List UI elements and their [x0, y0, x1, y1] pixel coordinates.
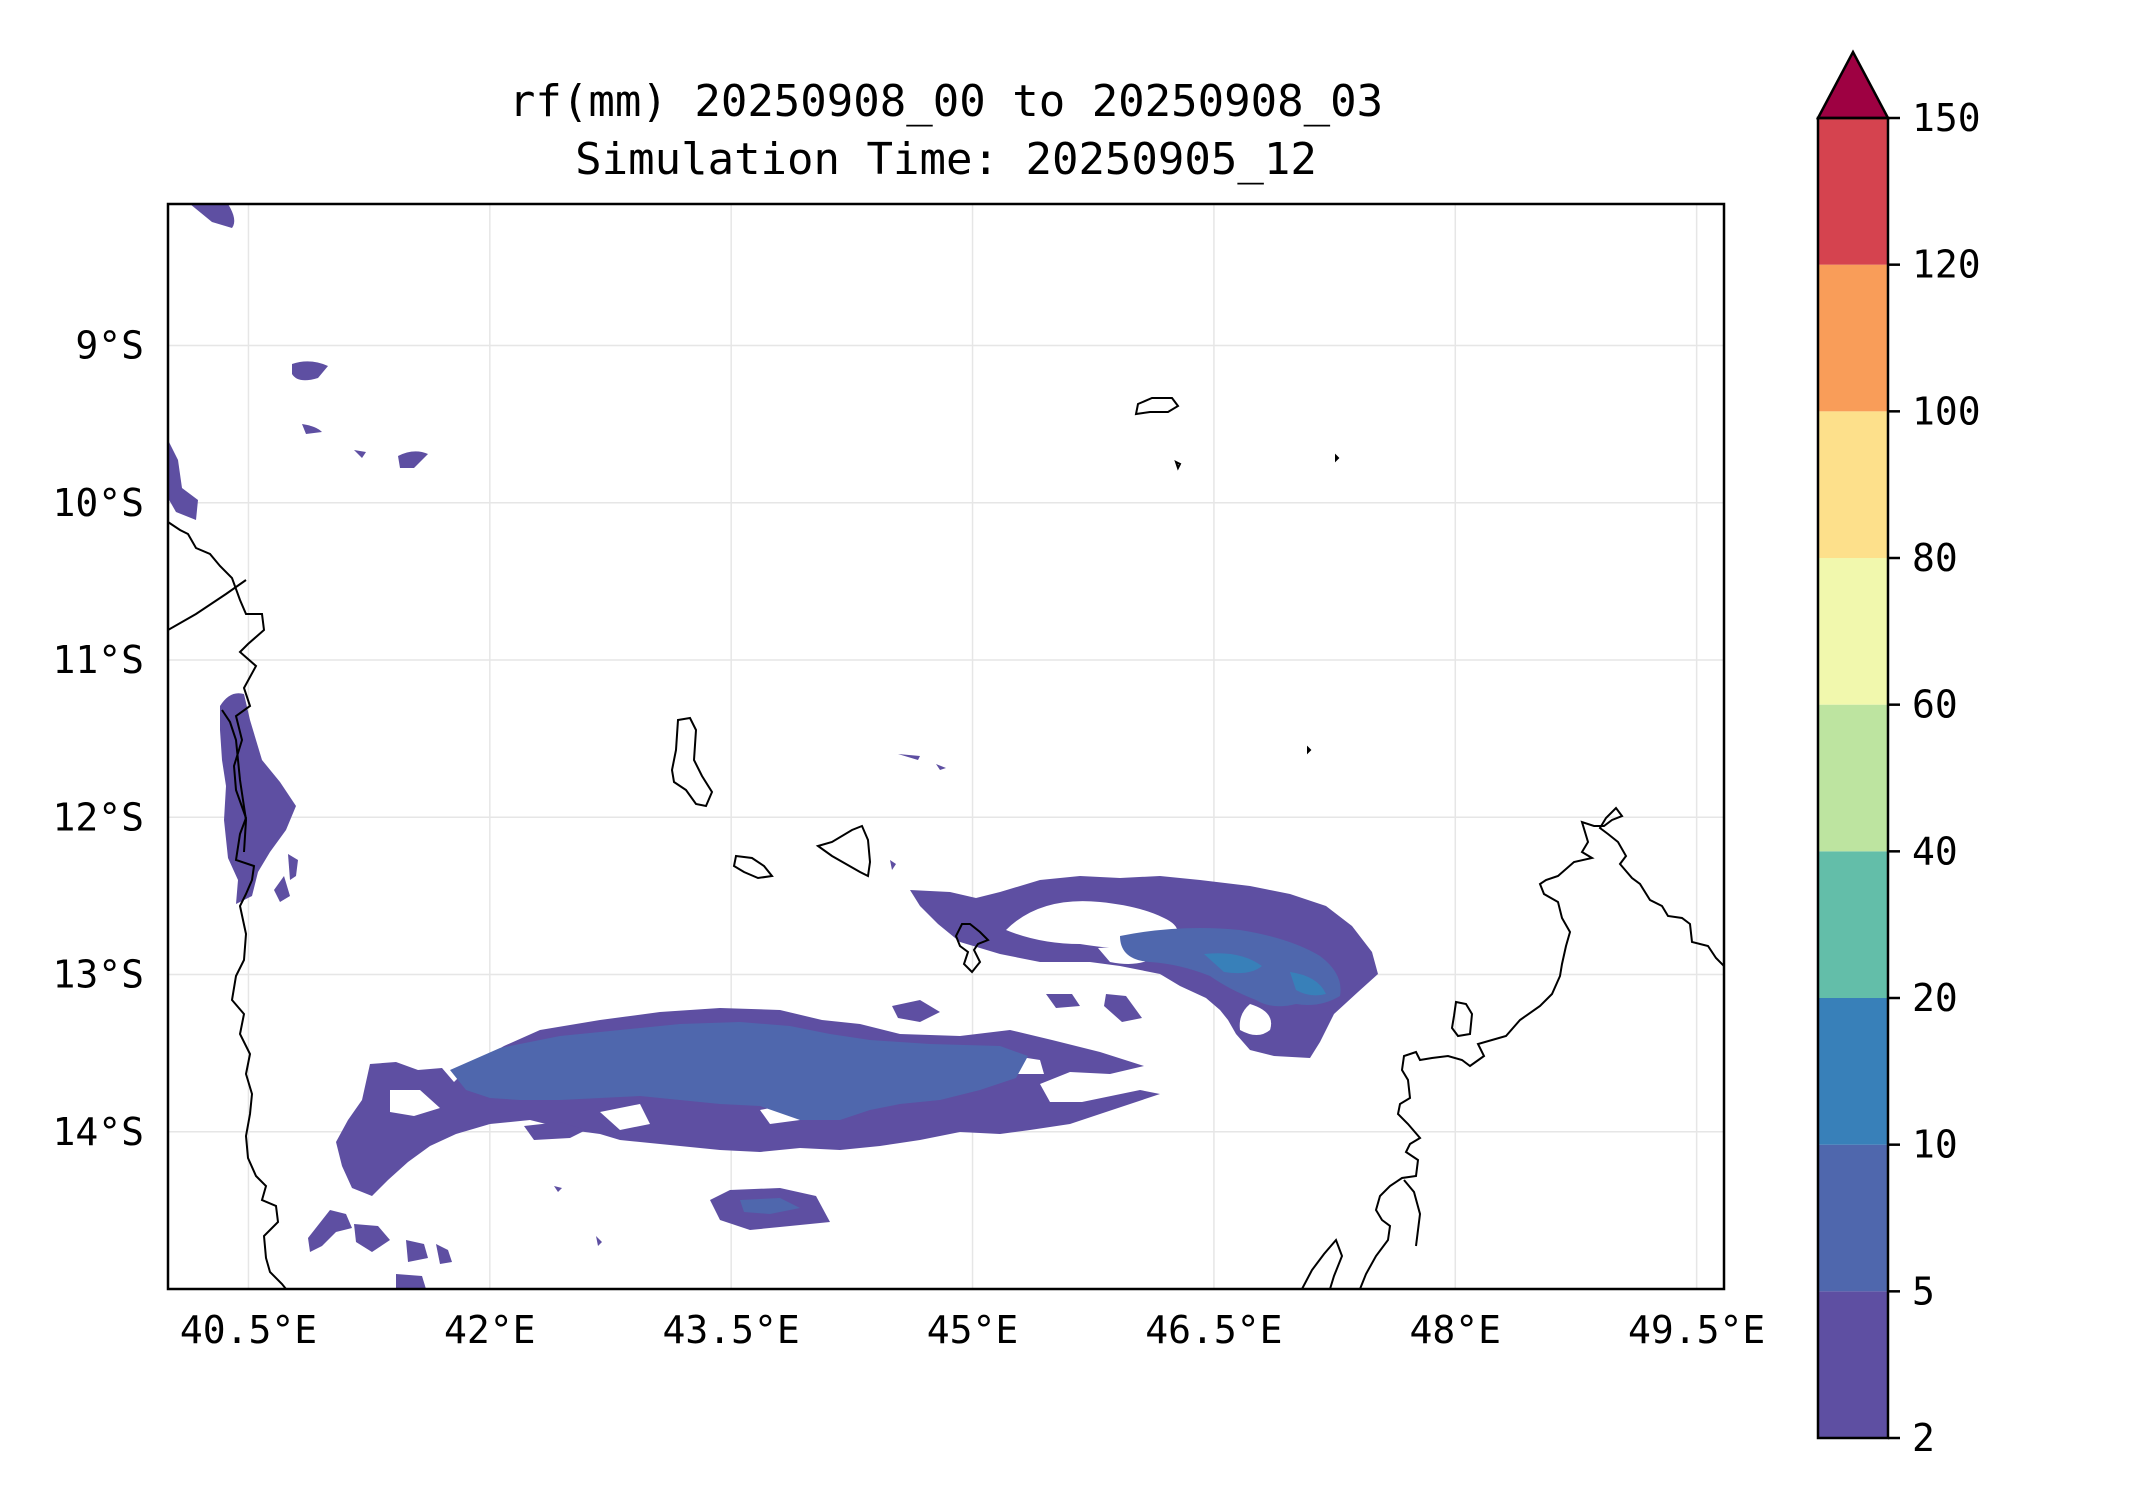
coastline-mainland-africa	[168, 521, 287, 1289]
island-glorieuses	[1134, 397, 1180, 416]
rainfall-contours	[168, 204, 1378, 1289]
colorbar-tick-label: 20	[1912, 976, 1958, 1020]
rain-patch	[436, 1244, 452, 1264]
map-title: rf(mm) 20250908_00 to 20250908_03	[508, 76, 1384, 127]
colorbar-bin	[1818, 1291, 1888, 1438]
island-nosy-be	[1450, 1000, 1474, 1038]
island-anjouan	[815, 824, 872, 878]
colorbar-tick-label: 40	[1912, 829, 1958, 873]
colorbar-bin	[1818, 704, 1888, 852]
rain-core	[740, 1198, 800, 1214]
y-tick-label: 12°S	[52, 795, 144, 839]
colorbar-bin	[1818, 411, 1888, 558]
colorbar-tick-label: 60	[1912, 683, 1958, 727]
coastline-west-inland	[168, 579, 247, 631]
rain-patch	[168, 440, 198, 520]
rain-core-central	[450, 1022, 1028, 1120]
coastlines	[168, 397, 1724, 1289]
rain-patch	[554, 1186, 602, 1246]
coastline-madagascar-bay	[1403, 1179, 1422, 1247]
rain-patch	[354, 450, 366, 458]
colorbar-tick-label: 120	[1912, 243, 1981, 287]
colorbar-bin	[1818, 264, 1888, 412]
y-tick-label: 14°S	[52, 1110, 144, 1154]
rain-patch	[892, 1000, 940, 1022]
x-tick-label: 40.5°E	[180, 1308, 317, 1352]
rain-patch	[398, 451, 428, 468]
colorbar-tick-label: 10	[1912, 1123, 1958, 1167]
y-tick-label: 11°S	[52, 638, 144, 682]
y-tick-label: 13°S	[52, 953, 144, 997]
rain-patch	[406, 1240, 428, 1262]
colorbar-frame	[1816, 116, 1890, 1440]
colorbar-bin	[1818, 1144, 1888, 1292]
rain-patch	[1046, 994, 1080, 1008]
colorbar-tick-label: 5	[1912, 1269, 1935, 1313]
y-tick-label: 9°S	[75, 324, 144, 368]
rain-patch	[302, 424, 322, 434]
colorbar-tick-label: 150	[1912, 96, 1981, 140]
rain-band-west	[220, 693, 296, 904]
rain-patch	[898, 754, 946, 770]
rain-patch	[274, 876, 290, 902]
x-tick-label: 42°E	[444, 1308, 536, 1352]
colorbar-bin	[1818, 998, 1888, 1145]
colorbar: 2 5 10 20 40 60 80 100 120 150	[1815, 49, 1981, 1460]
rain-hole-ne2	[1239, 1004, 1272, 1035]
colorbar-tick-label: 2	[1912, 1416, 1935, 1460]
colorbar-tick-label: 100	[1912, 389, 1981, 433]
island-moheli	[732, 854, 774, 880]
island-comoros-grande	[670, 716, 714, 808]
rain-patch	[1104, 994, 1142, 1022]
longitude-axis: 40.5°E 42°E 43.5°E 45°E 46.5°E 48°E 49.5°E	[180, 1308, 1765, 1352]
x-tick-label: 46.5°E	[1145, 1308, 1282, 1352]
rain-patch	[288, 854, 298, 880]
rain-patch	[890, 860, 896, 870]
y-tick-label: 10°S	[52, 481, 144, 525]
rain-patch	[354, 1224, 390, 1252]
map-subtitle: Simulation Time: 20250905_12	[575, 134, 1317, 185]
coastline-madagascar-sw	[1301, 1238, 1344, 1289]
rain-patch	[292, 361, 328, 381]
x-tick-label: 49.5°E	[1628, 1308, 1765, 1352]
colorbar-bin	[1818, 558, 1888, 705]
island-mayotte	[954, 923, 990, 974]
map-frame	[166, 202, 1726, 1291]
rain-patch	[396, 1274, 426, 1289]
x-tick-label: 48°E	[1410, 1308, 1502, 1352]
colorbar-extend-arrow	[1815, 49, 1891, 120]
island-small	[1174, 453, 1340, 755]
coastline-madagascar	[1359, 806, 1724, 1289]
rain-patch	[308, 1210, 352, 1252]
colorbar-tick-label: 80	[1912, 536, 1958, 580]
x-tick-label: 45°E	[927, 1308, 1019, 1352]
border-line	[221, 709, 248, 853]
rain-patch	[524, 1122, 586, 1140]
colorbar-bin	[1818, 851, 1888, 998]
rain-core-ne2	[1204, 953, 1326, 996]
rain-patch-nw	[190, 204, 235, 228]
colorbar-bin	[1818, 118, 1888, 265]
latitude-axis: 9°S 10°S 11°S 12°S 13°S 14°S	[52, 324, 144, 1154]
x-tick-label: 43.5°E	[663, 1308, 800, 1352]
